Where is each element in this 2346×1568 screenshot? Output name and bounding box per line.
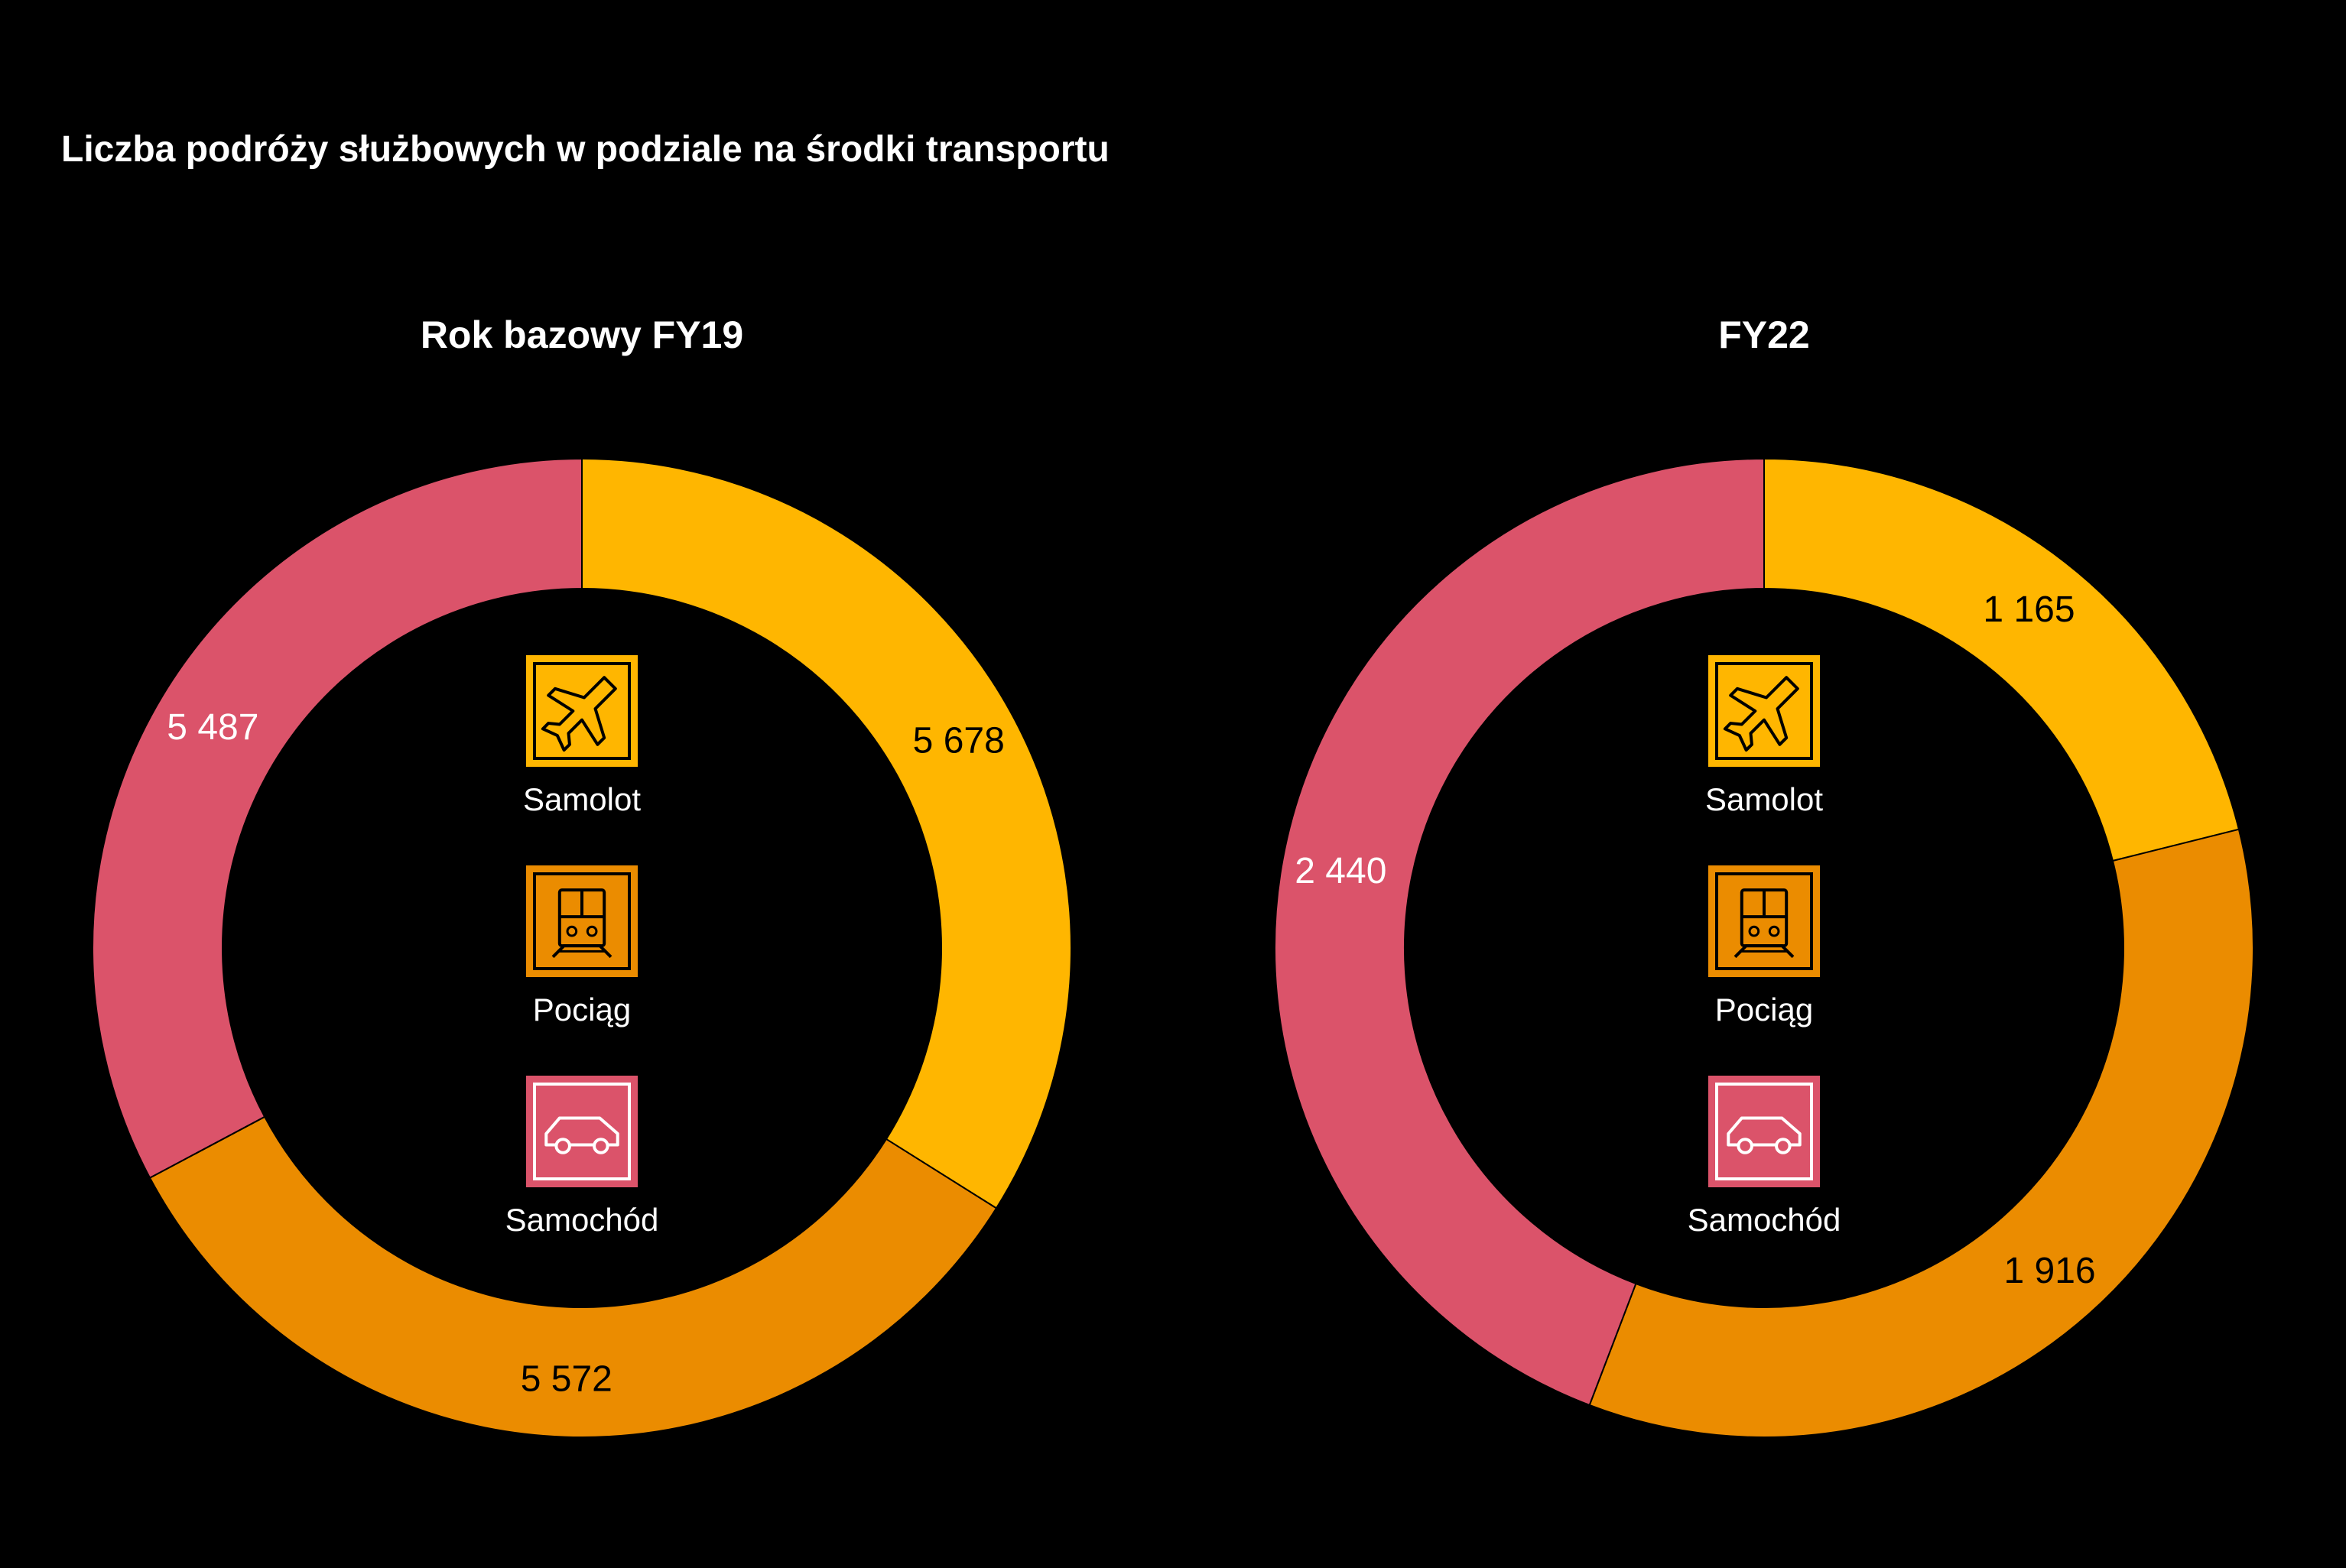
chart-title: Liczba podróży służbowych w podziale na …: [61, 129, 1110, 170]
legend-label-samolot: Samolot: [523, 781, 641, 817]
data-label: 1 165: [1983, 589, 2075, 630]
airplane-icon: [526, 655, 638, 767]
train-icon: [526, 865, 638, 977]
donut-slice-samochód: [1273, 457, 1765, 1407]
legend-label-samolot: Samolot: [1705, 781, 1823, 817]
data-label: 1 916: [2003, 1251, 2095, 1291]
donut-slice-samolot: [1763, 457, 2240, 862]
legend-label-samochod: Samochód: [1688, 1202, 1841, 1238]
donut-title: Rok bazowy FY19: [421, 313, 743, 356]
data-label: 5 678: [913, 721, 1005, 761]
legend-label-samochod: Samochód: [505, 1202, 659, 1238]
donut-slice-pociąg: [148, 1115, 998, 1438]
legend-label-pociag: Pociąg: [533, 992, 631, 1027]
donut-slice-samolot: [581, 457, 1072, 1209]
legend-label-pociag: Pociąg: [1715, 992, 1813, 1027]
train-icon: [1708, 865, 1820, 977]
donut-title: FY22: [1718, 313, 1810, 356]
data-label: 5 572: [521, 1359, 612, 1400]
car-icon: [526, 1076, 638, 1187]
donut-chart-fy19: Rok bazowy FY19 5 678 5 572 5 487 Samolot Poc…: [92, 313, 1072, 1438]
data-label: 2 440: [1295, 851, 1386, 891]
donut-chart-fy22: FY22 1 165 1 916 2 440 Samolot Pociąg Samochód: [1273, 313, 2254, 1438]
donut-slice-samochód: [92, 457, 583, 1180]
airplane-icon: [1708, 655, 1820, 767]
donut-slice-pociąg: [1588, 828, 2254, 1438]
car-icon: [1708, 1076, 1820, 1187]
data-label: 5 487: [167, 707, 258, 748]
